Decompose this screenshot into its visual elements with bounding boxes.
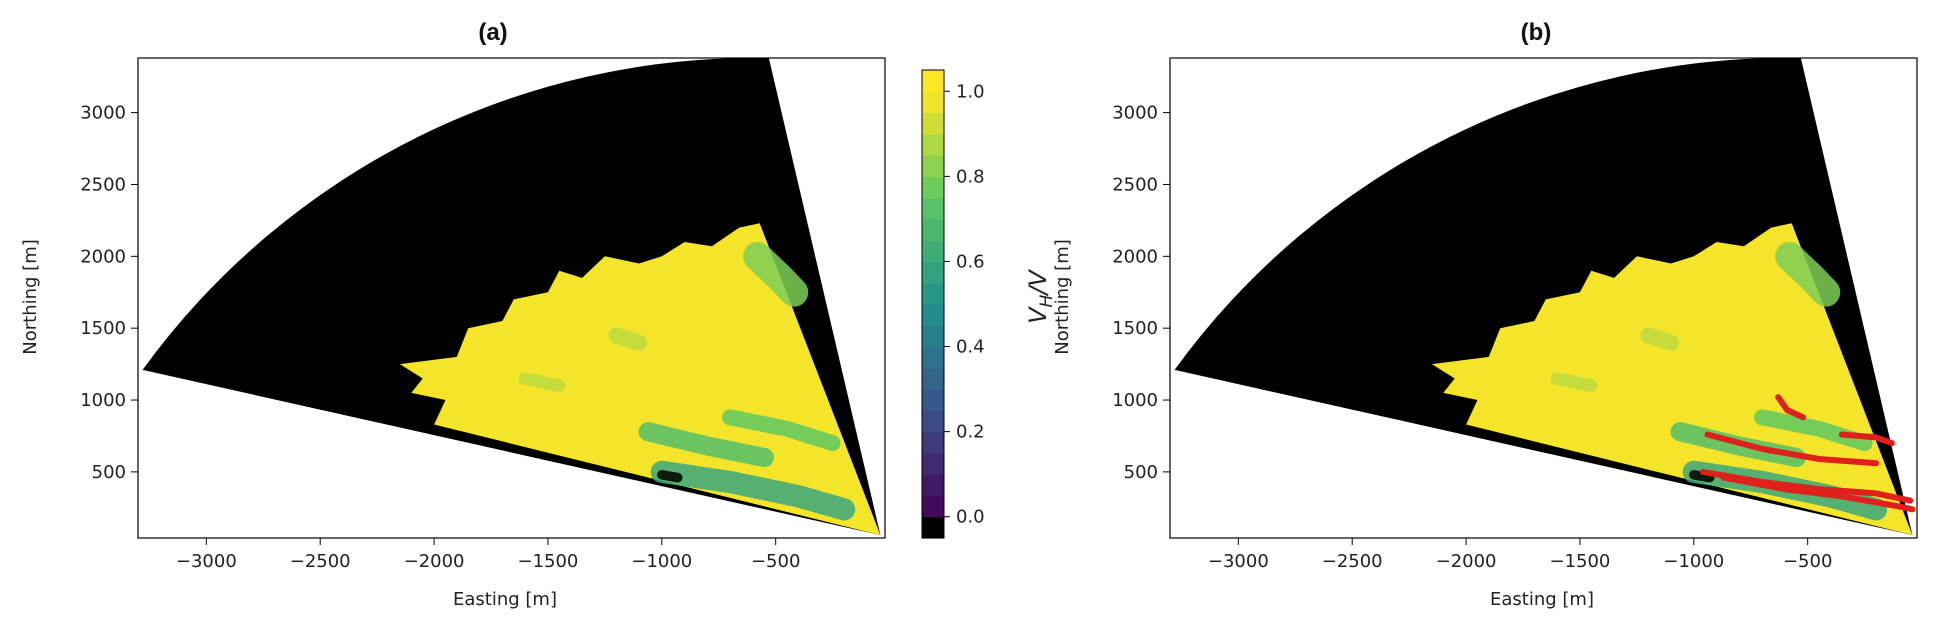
colorbar-ticks: 0.0 0.2 0.4 0.6 0.8 1.0 [944, 81, 985, 528]
low-spot-a-4 [656, 469, 683, 483]
colorbar-tick-label-4: 0.8 [956, 166, 985, 187]
y-tick-label-a-5: 3000 [80, 103, 126, 124]
colorbar-level-4 [922, 431, 944, 454]
x-tick-label-a-3: −1500 [517, 551, 578, 572]
detected-line-3 [1775, 394, 1807, 421]
y-tick-label-b-1: 1000 [1112, 390, 1158, 411]
x-tick-label-b-1: −2500 [1322, 551, 1383, 572]
x-tick-label-b-5: −500 [1783, 551, 1832, 572]
colorbar-label-sub: H [1037, 294, 1057, 307]
y-tick-label-a-2: 1500 [80, 318, 126, 339]
panel-a-title: (a) [478, 19, 507, 46]
shear-band-a-0 [638, 422, 774, 468]
shear-band-a-2 [722, 409, 841, 452]
shear-band-a-3 [743, 241, 809, 307]
y-tick-label-b-5: 3000 [1112, 103, 1158, 124]
panel-b-title: (b) [1521, 19, 1552, 46]
colorbar-tick-label-1: 0.2 [956, 422, 985, 443]
colorbar-frame [921, 69, 945, 539]
axes-frame-b [1169, 57, 1918, 539]
y-tick-label-a-0: 500 [92, 462, 126, 483]
colorbar-level-21 [922, 70, 944, 92]
x-axis-label-a: Easting [m] [453, 589, 557, 610]
colorbar-level-19 [922, 112, 944, 135]
x-tick-label-a-1: −2500 [290, 551, 351, 572]
low-spot-b-4 [1689, 469, 1715, 483]
detected-line-4 [1838, 431, 1895, 447]
y-tick-label-a-1: 1000 [80, 390, 126, 411]
colorbar-label-tail: /V [1024, 269, 1052, 297]
patch-b-6 [1550, 372, 1598, 393]
y-tick-label-b-0: 500 [1124, 462, 1158, 483]
patch-a-5 [608, 327, 647, 351]
colorbar-level-0 [922, 516, 944, 539]
y-tick-label-b-3: 2000 [1112, 246, 1158, 267]
colorbar-level-15 [922, 197, 944, 220]
detected-line-2 [1720, 474, 1916, 513]
patch-b-5 [1640, 327, 1679, 351]
x-tick-label-b-3: −1500 [1549, 551, 1610, 572]
colorbar-level-17 [922, 155, 944, 177]
heatmap-a: −3000 −2500 −2000 −1500 −1000 −500 500 1000 1500… [80, 57, 886, 572]
x-tick-label-b-4: −1000 [1663, 551, 1724, 572]
shear-band-a-1 [650, 460, 856, 521]
colorbar-level-10 [922, 304, 944, 326]
y-axis-label-b: Northing [m] [1052, 239, 1073, 354]
colorbar-level-20 [922, 91, 944, 114]
patch-a-6 [518, 372, 566, 393]
y-axis-label-a: Northing [m] [20, 239, 41, 354]
x-axis-label-b: Easting [m] [1490, 589, 1594, 610]
colorbar-tick-label-3: 0.6 [956, 251, 985, 272]
y-tick-label-b-4: 2500 [1112, 174, 1158, 195]
x-tick-label-b-0: −3000 [1208, 551, 1269, 572]
colorbar-level-5 [922, 410, 944, 433]
colorbar-level-6 [922, 389, 944, 411]
y-tick-label-a-4: 2500 [80, 174, 126, 195]
x-tick-label-a-0: −3000 [176, 551, 237, 572]
colorbar-level-1 [922, 495, 944, 518]
colorbar-level-13 [922, 240, 944, 263]
colorbar-tick-label-5: 1.0 [956, 81, 985, 102]
x-tick-label-a-2: −2000 [404, 551, 465, 572]
y-tick-label-a-3: 2000 [80, 246, 126, 267]
x-tick-label-a-5: −500 [751, 551, 800, 572]
colorbar-level-11 [922, 282, 944, 305]
panel-b: (b) −3000 −2500 −2000 −1500 −1000 −500 500 1000… [1052, 19, 1918, 610]
colorbar-level-14 [922, 218, 944, 241]
colorbar-label-main: V [1024, 306, 1052, 324]
colorbar-level-16 [922, 176, 944, 199]
colorbar-swatches [921, 69, 945, 539]
y-tick-label-b-2: 1500 [1112, 318, 1158, 339]
x-tick-label-a-4: −1000 [631, 551, 692, 572]
colorbar-level-7 [922, 367, 944, 390]
heatmap-b: −3000 −2500 −2000 −1500 −1000 −500 500 1000 1500… [1112, 57, 1918, 572]
x-tick-label-b-2: −2000 [1436, 551, 1497, 572]
detected-line-0 [1704, 431, 1879, 467]
colorbar-level-3 [922, 452, 944, 475]
colorbar-label: VH/V [1024, 269, 1057, 324]
shear-band-b-2 [1754, 409, 1873, 452]
colorbar-level-8 [922, 346, 944, 369]
colorbar-level-2 [922, 474, 944, 497]
shear-band-b-3 [1775, 241, 1841, 307]
axes-frame-a [137, 57, 886, 539]
colorbar-level-18 [922, 133, 944, 156]
colorbar-level-12 [922, 261, 944, 284]
colorbar: 0.0 0.2 0.4 0.6 0.8 1.0 VH/V [921, 69, 1057, 539]
colorbar-level-9 [922, 325, 944, 348]
panel-a: (a) −3000 −2500 −2000 −1500 −1000 −500 500 1000… [20, 19, 886, 610]
colorbar-tick-label-2: 0.4 [956, 337, 985, 358]
colorbar-tick-label-0: 0.0 [956, 507, 985, 528]
